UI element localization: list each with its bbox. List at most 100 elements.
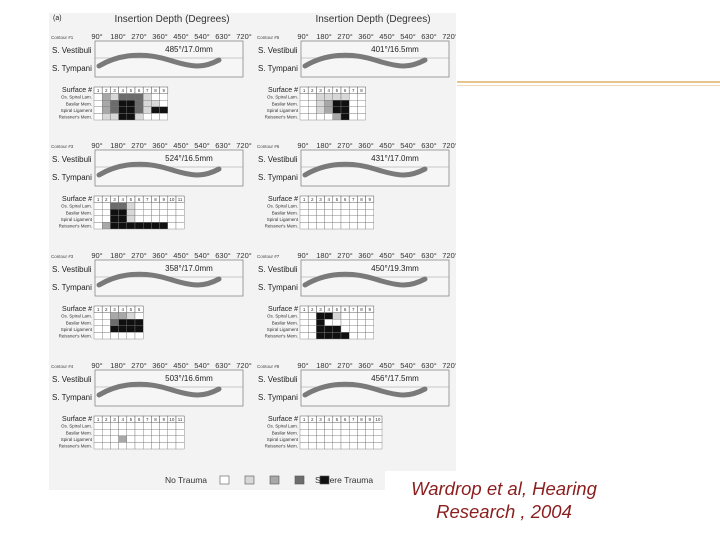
trauma-cell xyxy=(102,93,111,101)
sv-label: S. Vestibuli xyxy=(52,155,92,164)
tick-label: 180° xyxy=(110,361,126,370)
trauma-cell xyxy=(349,106,358,114)
trauma-cell xyxy=(316,429,325,437)
surface-number: 7 xyxy=(352,88,355,93)
trauma-cell xyxy=(365,422,375,430)
structure-label: Reissner's Mem. xyxy=(59,224,92,229)
surface-number: 4 xyxy=(121,197,124,202)
trauma-cell xyxy=(332,429,342,437)
tick-label: 90° xyxy=(297,32,308,41)
trauma-cell xyxy=(308,319,317,327)
structure-label: Os. Spiral Lam. xyxy=(61,95,92,100)
trauma-cell xyxy=(126,429,136,437)
tick-label: 270° xyxy=(337,251,353,260)
trauma-cell xyxy=(151,99,160,107)
structure-label: Basilar Mem. xyxy=(272,101,298,106)
trauma-cell xyxy=(118,312,127,320)
trauma-cell xyxy=(126,202,136,210)
trauma-cell xyxy=(324,325,334,333)
legend-swatch xyxy=(319,475,330,485)
legend-no-trauma: No Trauma xyxy=(165,475,207,485)
trauma-cell xyxy=(299,312,309,320)
tick-label: 630° xyxy=(215,251,231,260)
trauma-cell xyxy=(316,208,325,216)
trauma-cell xyxy=(102,215,111,223)
trauma-cell xyxy=(134,312,144,320)
trauma-cell xyxy=(110,435,119,443)
trauma-cell xyxy=(102,422,111,430)
trauma-cell xyxy=(126,332,136,340)
tick-label: 450° xyxy=(379,361,395,370)
tick-label: 540° xyxy=(400,141,416,150)
trauma-cell xyxy=(159,422,168,430)
surface-number: 3 xyxy=(319,88,322,93)
trauma-cell xyxy=(151,93,160,101)
trauma-cell xyxy=(93,106,103,114)
trauma-cell xyxy=(142,106,152,114)
trauma-cell xyxy=(357,113,366,121)
trauma-cell xyxy=(332,332,342,340)
trauma-cell xyxy=(340,208,350,216)
trauma-cell xyxy=(167,442,177,450)
trauma-cell xyxy=(365,429,375,437)
sv-label: S. Vestibuli xyxy=(258,46,298,55)
trauma-cell xyxy=(93,222,103,230)
trauma-cell xyxy=(142,442,152,450)
trauma-cell xyxy=(340,215,350,223)
tick-label: 540° xyxy=(194,251,210,260)
citation-line-1: Wardrop et al, Hearing xyxy=(411,477,597,499)
trauma-cell xyxy=(167,215,177,223)
tick-label: 360° xyxy=(152,32,168,41)
trauma-cell xyxy=(93,422,103,430)
trauma-cell xyxy=(102,325,111,333)
trauma-cell xyxy=(151,435,160,443)
trauma-cell xyxy=(332,113,342,121)
surface-number: 6 xyxy=(344,417,347,422)
trauma-cell xyxy=(349,312,358,320)
trauma-cell xyxy=(159,202,168,210)
trauma-cell xyxy=(308,422,317,430)
structure-label: Spiral Ligament xyxy=(267,217,299,222)
trauma-cell xyxy=(142,222,152,230)
citation-line-2: Research , 2004 xyxy=(436,500,572,522)
trauma-cell xyxy=(340,99,350,107)
trauma-cell xyxy=(167,222,177,230)
trauma-cell xyxy=(118,422,127,430)
trauma-cell xyxy=(110,222,119,230)
tick-label: 90° xyxy=(91,251,102,260)
trauma-cell xyxy=(332,312,342,320)
trauma-cell xyxy=(324,113,334,121)
trauma-cell xyxy=(340,319,350,327)
surface-number: 11 xyxy=(178,197,183,202)
trauma-cell xyxy=(118,113,127,121)
contour-label: Contour #6 xyxy=(257,144,280,149)
trauma-cell xyxy=(93,215,103,223)
tick-label: 720° xyxy=(442,32,456,41)
tick-label: 450° xyxy=(173,251,189,260)
trauma-cell xyxy=(118,319,127,327)
surface-number: 6 xyxy=(344,88,347,93)
trauma-cell xyxy=(332,99,342,107)
surface-number: 2 xyxy=(105,88,108,93)
trauma-cell xyxy=(357,332,366,340)
surface-number: 5 xyxy=(336,307,339,312)
tick-label: 450° xyxy=(379,141,395,150)
trauma-figure-svg: (a) Insertion Depth (Degrees) Insertion De… xyxy=(51,14,456,485)
surface-number: 4 xyxy=(121,307,124,312)
surface-number: 11 xyxy=(178,417,183,422)
trauma-cell xyxy=(365,202,375,210)
trauma-cell xyxy=(93,93,103,101)
surface-number: 2 xyxy=(105,307,108,312)
tick-label: 540° xyxy=(400,32,416,41)
trauma-cell xyxy=(134,435,144,443)
insertion-measure: 503°/16.6mm xyxy=(165,374,213,383)
surface-number: 8 xyxy=(360,307,363,312)
trauma-cell xyxy=(324,435,334,443)
surface-number: 9 xyxy=(368,197,371,202)
tick-label: 360° xyxy=(152,141,168,150)
structure-label: Os. Spiral Lam. xyxy=(61,314,92,319)
structure-label: Reissner's Mem. xyxy=(265,334,298,339)
structure-label: Os. Spiral Lam. xyxy=(61,204,92,209)
trauma-cell xyxy=(308,312,317,320)
surface-number: 3 xyxy=(113,417,116,422)
